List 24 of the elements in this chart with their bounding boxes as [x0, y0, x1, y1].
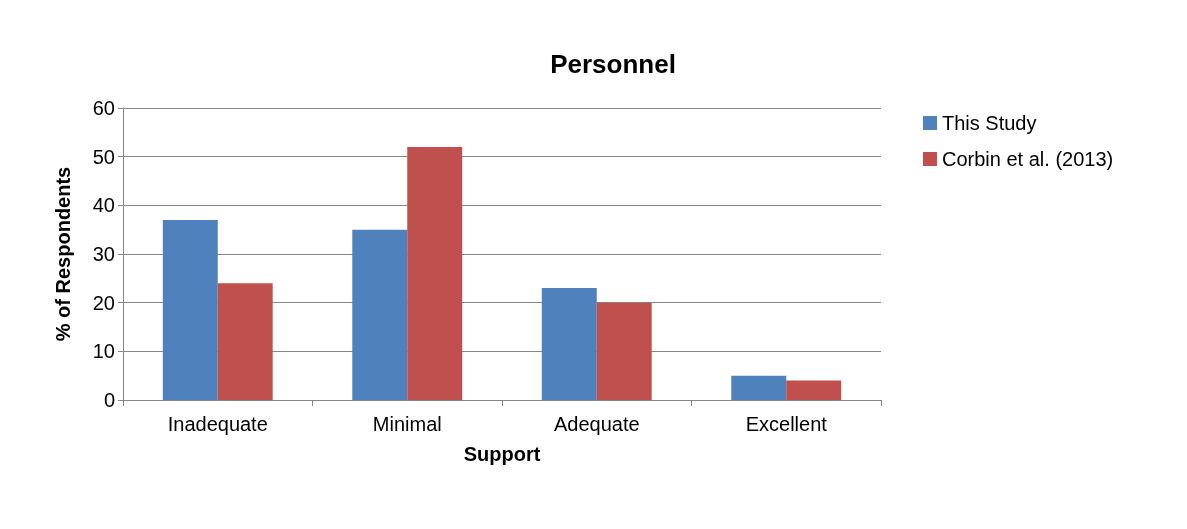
y-tick-label: 30 [92, 243, 115, 265]
bar [217, 283, 273, 400]
bar [407, 146, 463, 400]
bar [541, 288, 597, 400]
y-tick-label: 60 [92, 97, 115, 119]
x-tick-label: Excellent [745, 413, 828, 435]
y-axis-title: % of Respondents [52, 166, 74, 342]
y-tick-label: 50 [92, 145, 115, 168]
y-tick-label: 40 [92, 194, 115, 217]
y-tick-label: 10 [92, 340, 115, 363]
y-tick-label: 20 [92, 291, 115, 314]
x-tick-label: Minimal [372, 413, 442, 435]
bar [731, 375, 787, 400]
chart-title: Personnel [550, 49, 676, 79]
legend-label: This Study [942, 112, 1037, 134]
bar [786, 380, 842, 400]
bar [162, 219, 218, 400]
bar [596, 302, 652, 400]
bar [352, 229, 408, 400]
y-tick-label: 0 [103, 389, 115, 411]
legend-label: Corbin et al. (2013) [942, 148, 1114, 170]
x-tick-label: Adequate [553, 413, 640, 435]
x-tick-label: Inadequate [167, 413, 268, 435]
x-axis-title: Support [463, 443, 541, 465]
